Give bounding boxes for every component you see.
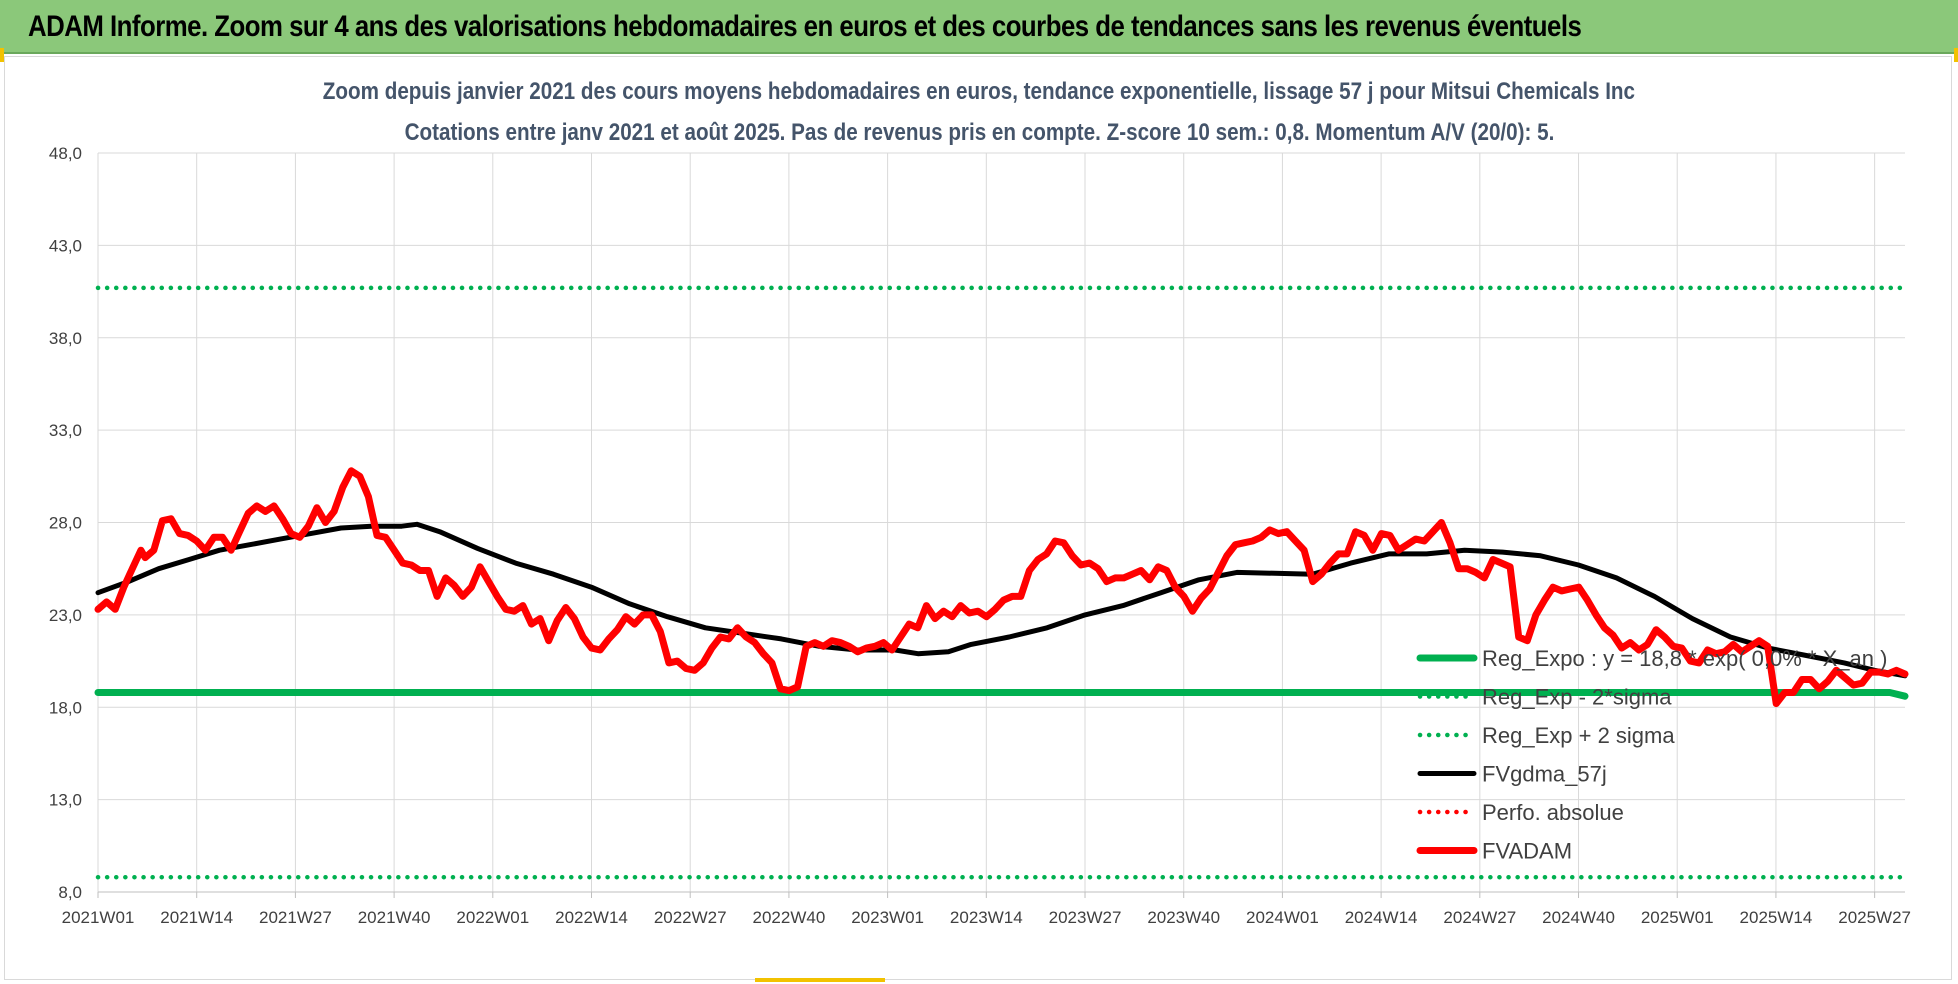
y-tick-label: 28,0 — [49, 514, 82, 533]
y-tick-label: 48,0 — [49, 144, 82, 163]
legend-label: Reg_Expo : y = 18,8 * exp( 0,0% * X_an ) — [1482, 646, 1887, 671]
y-tick-label: 8,0 — [58, 883, 82, 902]
series-line-5 — [94, 467, 1909, 708]
series-line-3 — [95, 521, 1908, 679]
right-corner-accent — [1954, 48, 1958, 62]
x-tick-label: 2023W40 — [1147, 908, 1220, 927]
x-tick-label: 2021W14 — [160, 908, 233, 927]
chart-title-line-1: Zoom depuis janvier 2021 des cours moyen… — [0, 78, 1958, 106]
series-line-0 — [94, 689, 1909, 700]
legend-label: Perfo. absolue — [1482, 800, 1624, 825]
chart-area-border — [4, 56, 1952, 980]
y-tick-label: 23,0 — [49, 606, 82, 625]
series-group — [94, 285, 1909, 880]
legend-label: Reg_Exp - 2*sigma — [1482, 685, 1672, 710]
banner-title: ADAM Informe. Zoom sur 4 ans des valoris… — [28, 10, 1582, 43]
x-tick-label: 2024W01 — [1246, 908, 1319, 927]
x-tick-label: 2022W01 — [456, 908, 529, 927]
x-tick-label: 2021W01 — [62, 908, 135, 927]
y-tick-label: 33,0 — [49, 421, 82, 440]
x-tick-label: 2023W01 — [851, 908, 924, 927]
chart-title-line-2-text: Cotations entre janv 2021 et août 2025. … — [404, 119, 1554, 146]
x-tick-label: 2023W27 — [1049, 908, 1122, 927]
x-tick-label: 2024W14 — [1345, 908, 1418, 927]
x-tick-label: 2022W27 — [654, 908, 727, 927]
x-tick-label: 2023W14 — [950, 908, 1023, 927]
x-tick-label: 2025W14 — [1740, 908, 1813, 927]
chart-title-line-1-text: Zoom depuis janvier 2021 des cours moyen… — [322, 78, 1636, 105]
y-axis-ticks: 48,0 43,0 38,0 33,0 28,0 23,0 18,0 13,0 8,0 — [49, 144, 82, 902]
x-tick-label: 2021W40 — [358, 908, 431, 927]
y-tick-label: 43,0 — [49, 236, 82, 255]
y-tick-label: 18,0 — [49, 698, 82, 717]
x-tick-label: 2025W01 — [1641, 908, 1714, 927]
chart-title-line-2: Cotations entre janv 2021 et août 2025. … — [0, 119, 1958, 147]
bottom-accent-bar — [755, 978, 885, 982]
grid-lines — [97, 152, 1905, 893]
legend-label: FVgdma_57j — [1482, 762, 1607, 787]
legend-label: Reg_Exp + 2 sigma — [1482, 723, 1675, 748]
header-banner: ADAM Informe. Zoom sur 4 ans des valoris… — [0, 0, 1958, 54]
x-tick-label: 2025W27 — [1838, 908, 1911, 927]
y-tick-label: 38,0 — [49, 329, 82, 348]
y-tick-label: 13,0 — [49, 791, 82, 810]
x-tick-label: 2024W40 — [1542, 908, 1615, 927]
x-tick-label: 2024W27 — [1443, 908, 1516, 927]
legend: Reg_Expo : y = 18,8 * exp( 0,0% * X_an )… — [1416, 646, 1887, 864]
left-corner-accent — [0, 48, 4, 62]
x-tick-label: 2022W40 — [753, 908, 826, 927]
x-axis-ticks: 2021W01 2021W14 2021W27 2021W40 2022W01 2022W… — [62, 891, 1911, 927]
x-tick-label: 2022W14 — [555, 908, 628, 927]
legend-label: FVADAM — [1482, 839, 1572, 864]
x-tick-label: 2021W27 — [259, 908, 332, 927]
